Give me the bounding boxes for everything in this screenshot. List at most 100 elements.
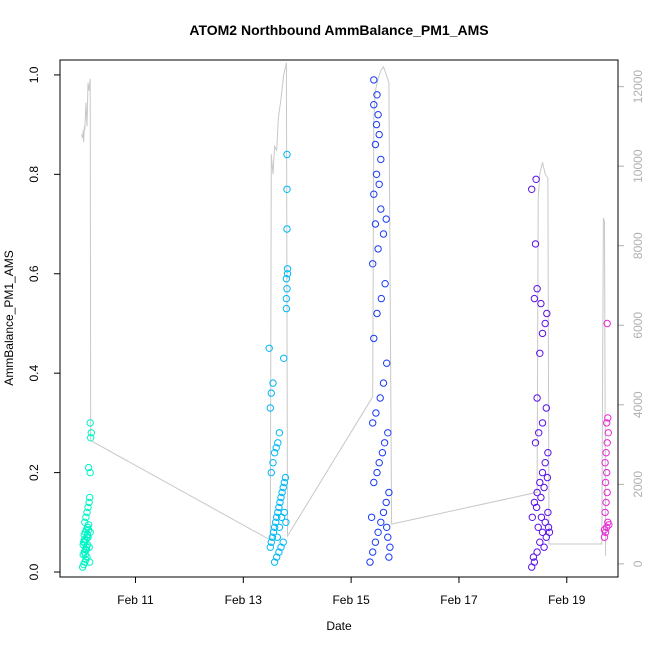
- data-point: [530, 558, 539, 566]
- data-point: [371, 220, 380, 228]
- data-point: [370, 101, 378, 109]
- data-point: [603, 419, 611, 427]
- data-point: [283, 265, 292, 273]
- data-point: [280, 354, 288, 362]
- data-point: [275, 548, 283, 556]
- data-point: [601, 508, 609, 517]
- data-point: [266, 543, 274, 551]
- data-point: [370, 190, 378, 198]
- data-point: [282, 304, 291, 313]
- data-point: [370, 334, 378, 343]
- data-point: [374, 245, 382, 253]
- data-point: [537, 493, 545, 502]
- y2-tick-label: 8000: [631, 232, 645, 259]
- data-point: [371, 140, 380, 149]
- data-point: [603, 468, 611, 477]
- data-point: [281, 473, 290, 482]
- data-point: [282, 518, 290, 526]
- y-tick-label: 1.0: [27, 66, 41, 83]
- data-point: [604, 414, 612, 422]
- data-point: [380, 439, 389, 447]
- data-point: [603, 439, 611, 447]
- data-point: [537, 513, 546, 521]
- data-point: [529, 553, 538, 561]
- data-point: [272, 444, 280, 452]
- data-point: [273, 553, 281, 561]
- x-tick-label: Feb 15: [332, 593, 370, 607]
- data-point: [530, 294, 539, 303]
- data-point: [269, 528, 278, 536]
- data-point: [369, 260, 377, 268]
- data-point: [386, 543, 394, 551]
- data-point: [87, 429, 96, 437]
- data-point: [379, 508, 388, 517]
- data-point: [85, 498, 93, 507]
- data-point: [379, 379, 388, 387]
- data-point: [385, 488, 393, 497]
- data-point: [375, 459, 383, 467]
- data-point: [267, 468, 275, 477]
- data-point: [267, 538, 275, 546]
- data-point: [370, 478, 378, 487]
- data-point: [533, 488, 541, 497]
- y-tick-label: 0.2: [27, 464, 41, 481]
- data-point: [532, 175, 540, 184]
- data-point: [375, 130, 383, 139]
- y2-tick-label: 12000: [631, 70, 645, 104]
- data-point: [276, 498, 284, 507]
- data-point: [81, 550, 90, 559]
- data-point: [369, 548, 377, 556]
- plot-area: 0.0 0.2 0.4 0.6 0.8 1.0 0 2000 4000 6000 8000 10000…: [27, 62, 645, 607]
- data-point: [544, 523, 553, 531]
- data-point: [531, 240, 540, 248]
- data-point: [269, 459, 277, 467]
- data-point: [377, 294, 385, 303]
- data-point: [283, 285, 291, 293]
- data-point: [528, 513, 536, 521]
- data-point: [536, 478, 544, 487]
- y-tick-label: 0.4: [27, 365, 41, 382]
- data-point: [377, 205, 385, 213]
- data-point: [382, 215, 390, 223]
- data-point: [366, 558, 374, 566]
- data-point: [372, 409, 380, 417]
- data-point: [82, 546, 91, 554]
- x-tick-label: Feb 17: [440, 593, 478, 607]
- data-point: [86, 558, 94, 566]
- data-point: [383, 523, 391, 531]
- data-point: [367, 513, 376, 521]
- data-point: [282, 294, 291, 303]
- data-point: [277, 543, 285, 551]
- data-point: [538, 329, 547, 338]
- data-point: [601, 478, 610, 487]
- data-point: [544, 508, 552, 517]
- data-point: [279, 538, 287, 546]
- data-point: [273, 533, 281, 541]
- data-point: [540, 483, 548, 492]
- data-point: [533, 548, 541, 556]
- y2-tick-label: 0: [631, 560, 645, 567]
- data-point: [603, 319, 611, 328]
- plot-frame: [59, 59, 619, 578]
- x-tick-label: Feb 11: [117, 593, 154, 607]
- data-point: [373, 309, 381, 318]
- data-point: [87, 434, 95, 442]
- data-point: [273, 513, 281, 521]
- data-point: [86, 419, 94, 427]
- data-point: [531, 439, 540, 447]
- data-point: [602, 498, 610, 507]
- y2-tick-label: 4000: [631, 391, 645, 418]
- data-point: [280, 508, 288, 517]
- data-point: [545, 528, 554, 536]
- data-point: [267, 389, 275, 397]
- data-point: [275, 503, 283, 512]
- data-point: [602, 449, 610, 457]
- data-point: [86, 493, 94, 502]
- data-point: [270, 523, 279, 531]
- data-point: [280, 478, 288, 487]
- chart-title: ATOM2 Northbound AmmBalance_PM1_AMS: [189, 22, 488, 38]
- data-point: [272, 518, 280, 526]
- data-point: [601, 459, 609, 467]
- data-point: [278, 488, 286, 497]
